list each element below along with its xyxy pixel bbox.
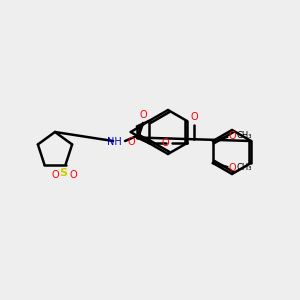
Text: O: O: [52, 169, 59, 180]
Text: O: O: [190, 112, 198, 122]
Text: O: O: [161, 138, 169, 148]
Text: CH₃: CH₃: [237, 131, 252, 140]
Text: O: O: [229, 163, 237, 173]
Text: NH: NH: [107, 137, 122, 147]
Text: O: O: [229, 131, 237, 141]
Text: O: O: [128, 137, 136, 147]
Text: O: O: [139, 110, 147, 120]
Text: CH₃: CH₃: [237, 164, 252, 172]
Text: S: S: [60, 168, 68, 178]
Text: O: O: [70, 169, 77, 180]
